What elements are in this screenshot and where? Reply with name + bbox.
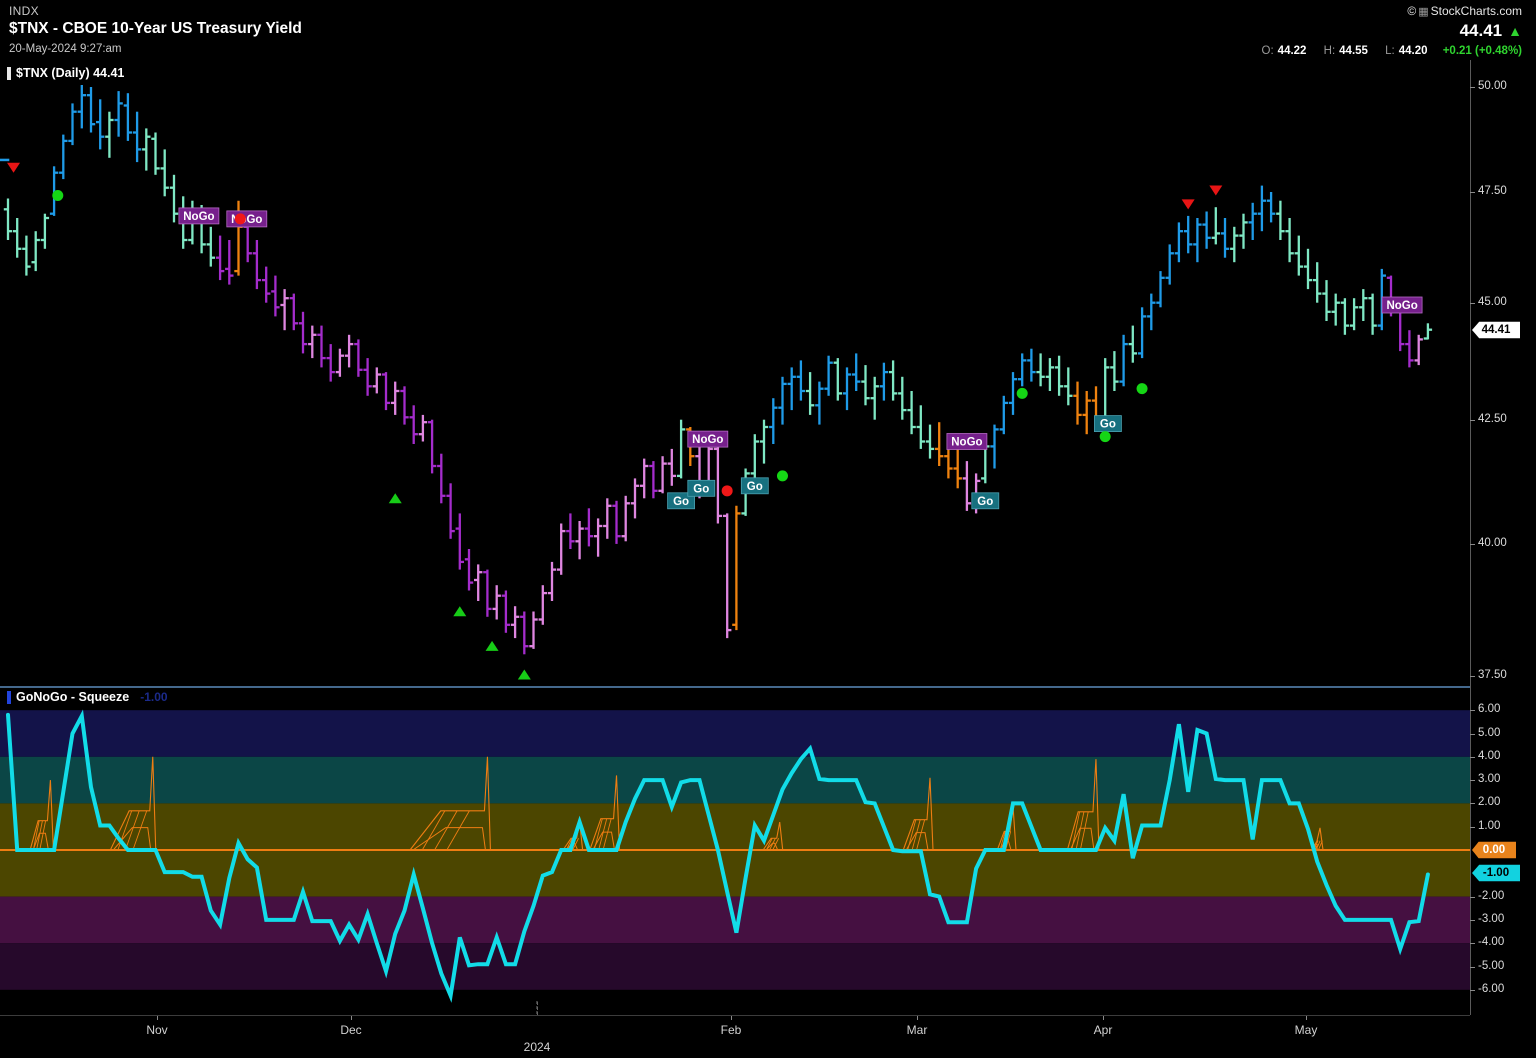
squeeze-axis-tick: [1470, 943, 1475, 944]
month-label-mar: Mar: [906, 1023, 928, 1037]
ohlc-readout: O: 44.22 H: 44.55 L: 44.20 +0.21 (+0.48%): [1248, 45, 1522, 57]
squeeze-value-badge: -1.00: [1472, 864, 1520, 882]
price-axis-label: 45.00: [1478, 296, 1507, 308]
squeeze-panel-label: GoNoGo - Squeeze -1.00: [7, 690, 168, 704]
squeeze-axis-label: 3.00: [1478, 773, 1501, 785]
price-axis-tick: [1470, 87, 1475, 88]
squeeze-axis-label: 4.00: [1478, 750, 1501, 762]
stockcharts-logo-icon: ▦: [1418, 6, 1429, 18]
panel-separator: [0, 686, 1470, 688]
svg-text:NoGo: NoGo: [1386, 300, 1417, 312]
last-price-badge: 44.41: [1472, 321, 1520, 339]
squeeze-axis-label: -5.00: [1478, 960, 1505, 972]
open-value: 44.22: [1277, 45, 1307, 57]
page-title: $TNX - CBOE 10-Year US Treasury Yield: [9, 20, 302, 37]
month-tick: [731, 1016, 732, 1020]
copyright: © ▦ StockCharts.com: [1407, 4, 1522, 18]
month-label-may: May: [1294, 1023, 1318, 1037]
month-tick: [157, 1016, 158, 1020]
squeeze-axis-tick: [1470, 734, 1475, 735]
high-value: 44.55: [1339, 45, 1368, 57]
squeeze-axis-tick: [1470, 710, 1475, 711]
squeeze-panel-flag-icon: [7, 690, 11, 704]
squeeze-axis-label: 6.00: [1478, 703, 1501, 715]
change-value: +0.21 (+0.48%): [1442, 45, 1522, 57]
squeeze-panel-label-text: GoNoGo - Squeeze: [16, 690, 130, 704]
price-axis-tick: [1470, 420, 1475, 421]
month-label-apr: Apr: [1093, 1023, 1113, 1037]
price-axis-label: 37.50: [1478, 669, 1507, 681]
squeeze-axis-tick: [1470, 897, 1475, 898]
squeeze-axis-tick: [1470, 967, 1475, 968]
price-axis-tick: [1470, 544, 1475, 545]
price-axis-label: 47.50: [1478, 185, 1507, 197]
month-label-feb: Feb: [720, 1023, 742, 1037]
svg-text:Go: Go: [977, 496, 993, 508]
month-tick: [1103, 1016, 1104, 1020]
month-tick: [917, 1016, 918, 1020]
chart-datetime: 20-May-2024 9:27:am: [9, 43, 122, 55]
y-axis-line: [1470, 60, 1471, 1015]
squeeze-axis-tick: [1470, 803, 1475, 804]
svg-text:Go: Go: [1100, 419, 1116, 431]
month-label-nov: Nov: [146, 1023, 168, 1037]
month-label-dec: Dec: [340, 1023, 362, 1037]
squeeze-axis-label: 1.00: [1478, 820, 1501, 832]
price-panel-label-text: $TNX (Daily) 44.41: [16, 66, 125, 80]
month-tick: [1306, 1016, 1307, 1020]
squeeze-axis-tick: [1470, 757, 1475, 758]
svg-text:NoGo: NoGo: [951, 437, 982, 449]
squeeze-axis-label: -4.00: [1478, 936, 1505, 948]
svg-text:Go: Go: [673, 496, 689, 508]
squeeze-axis-tick: [1470, 920, 1475, 921]
low-label: L:: [1385, 45, 1395, 57]
exchange-label: INDX: [9, 4, 39, 18]
zero-line-badge: 0.00: [1472, 841, 1516, 859]
year-tick: [537, 1002, 538, 1015]
svg-text:Go: Go: [747, 481, 763, 493]
price-panel-flag-icon: [7, 66, 11, 80]
squeeze-axis-label: 5.00: [1478, 727, 1501, 739]
svg-text:Go: Go: [693, 483, 709, 495]
price-axis-tick: [1470, 676, 1475, 677]
copyright-symbol: ©: [1407, 4, 1417, 18]
open-label: O:: [1261, 45, 1274, 57]
price-panel-label: $TNX (Daily) 44.41: [7, 66, 124, 80]
squeeze-axis-tick: [1470, 780, 1475, 781]
last-price: 44.41: [1459, 21, 1503, 40]
low-value: 44.20: [1398, 45, 1428, 57]
squeeze-axis-tick: [1470, 827, 1475, 828]
high-label: H:: [1323, 45, 1336, 57]
price-axis-label: 50.00: [1478, 80, 1507, 92]
squeeze-axis-tick: [1470, 990, 1475, 991]
price-axis-label: 42.50: [1478, 413, 1507, 425]
squeeze-axis-label: 2.00: [1478, 796, 1501, 808]
squeeze-axis-label: -6.00: [1478, 983, 1505, 995]
copyright-text: StockCharts.com: [1430, 4, 1522, 18]
price-axis-tick: [1470, 192, 1475, 193]
squeeze-panel-value: -1.00: [140, 690, 168, 704]
month-tick: [351, 1016, 352, 1020]
svg-text:NoGo: NoGo: [692, 434, 723, 446]
price-axis-label: 40.00: [1478, 537, 1507, 549]
squeeze-axis-label: -3.00: [1478, 913, 1505, 925]
up-arrow-icon: ▲: [1508, 23, 1522, 39]
x-axis-line: [0, 1015, 1470, 1016]
price-axis-tick: [1470, 303, 1475, 304]
squeeze-axis-label: -2.00: [1478, 890, 1505, 902]
squeeze-chart[interactable]: [0, 687, 1470, 1015]
year-label: 2024: [523, 1040, 551, 1054]
svg-text:NoGo: NoGo: [183, 211, 214, 223]
last-price-row: 44.41 ▲: [1460, 21, 1522, 41]
